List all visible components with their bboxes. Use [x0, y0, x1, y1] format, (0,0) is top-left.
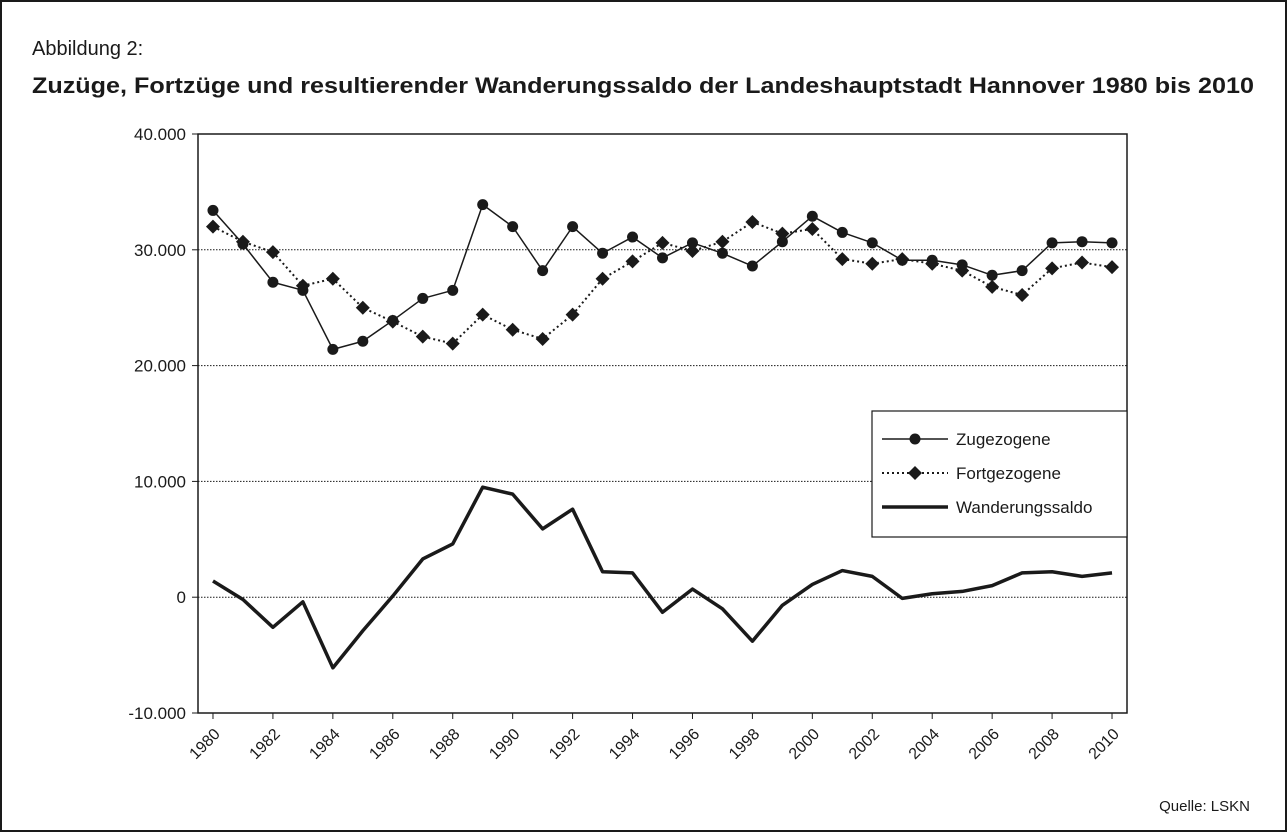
- x-tick-label: 1992: [546, 726, 583, 763]
- point: [806, 210, 818, 222]
- x-tick-label: 1982: [247, 726, 284, 763]
- x-tick-label: 1980: [187, 726, 224, 763]
- point: [567, 221, 579, 233]
- legend-marker: [909, 433, 921, 445]
- point: [865, 256, 880, 271]
- point: [1045, 261, 1060, 276]
- legend-marker: [908, 466, 922, 480]
- point: [925, 256, 940, 271]
- source: Quelle: LSKN: [1159, 798, 1250, 815]
- point: [745, 215, 760, 230]
- point: [625, 254, 640, 269]
- legend-label: Wanderungssaldo: [956, 498, 1092, 517]
- point: [1105, 260, 1120, 275]
- point: [595, 271, 610, 286]
- point: [955, 263, 970, 278]
- point: [686, 237, 698, 249]
- point: [805, 221, 820, 236]
- point: [327, 343, 339, 355]
- y-tick-label: 0: [177, 588, 186, 607]
- point: [205, 219, 220, 234]
- point: [385, 314, 400, 329]
- point: [627, 231, 639, 243]
- x-tick-label: 2004: [906, 726, 943, 763]
- point: [1076, 236, 1088, 248]
- point: [565, 307, 580, 322]
- point: [986, 269, 998, 281]
- point: [1016, 265, 1028, 277]
- point: [1106, 237, 1118, 249]
- x-tick-label: 2000: [786, 726, 823, 763]
- x-tick-label: 1994: [606, 726, 643, 763]
- point: [655, 235, 670, 250]
- point: [836, 226, 848, 238]
- x-tick-label: 1990: [486, 726, 523, 763]
- y-tick-label: -10.000: [128, 704, 186, 723]
- legend-label: Zugezogene: [956, 430, 1051, 449]
- x-tick-label: 2006: [966, 726, 1003, 763]
- point: [716, 247, 728, 259]
- point: [477, 199, 489, 211]
- point: [325, 271, 340, 286]
- point: [746, 260, 758, 272]
- point: [835, 252, 850, 267]
- point: [776, 236, 788, 248]
- point: [357, 335, 369, 347]
- y-tick-label: 30.000: [134, 241, 186, 260]
- x-tick-label: 1998: [726, 726, 763, 763]
- chart-title: Zuzüge, Fortzüge und resultierender Wand…: [32, 73, 1254, 98]
- line: [212, 485, 1113, 670]
- point: [355, 300, 370, 315]
- y-tick-label: 40.000: [134, 125, 186, 144]
- point: [985, 279, 1000, 294]
- point: [775, 226, 790, 241]
- point: [657, 252, 668, 264]
- point: [507, 221, 519, 233]
- x-tick-label: 2010: [1086, 726, 1123, 763]
- point: [685, 243, 700, 258]
- point: [895, 252, 910, 267]
- point: [505, 322, 520, 337]
- line: [212, 203, 1113, 351]
- y-tick-label: 20.000: [134, 357, 186, 376]
- point: [447, 284, 459, 296]
- x-tick-label: 2008: [1026, 726, 1063, 763]
- point: [715, 234, 730, 249]
- x-tick-label: 1986: [366, 726, 403, 763]
- point: [475, 307, 490, 322]
- point: [417, 292, 429, 304]
- point: [415, 329, 430, 344]
- x-tick-label: 2002: [846, 726, 883, 763]
- point: [1075, 255, 1090, 270]
- point: [207, 204, 219, 216]
- x-tick-label: 1984: [306, 726, 343, 763]
- legend-label: Fortgezogene: [956, 464, 1061, 483]
- point: [1046, 237, 1058, 249]
- x-tick-label: 1988: [426, 726, 463, 763]
- point: [866, 237, 878, 249]
- point: [295, 278, 310, 293]
- x-tick-label: 1996: [666, 726, 703, 763]
- point: [265, 245, 280, 260]
- point: [535, 331, 550, 346]
- point: [267, 276, 279, 288]
- point: [1015, 287, 1030, 302]
- point: [445, 336, 460, 351]
- point: [537, 265, 549, 277]
- point: [235, 234, 250, 249]
- y-tick-label: 10.000: [134, 472, 186, 491]
- figure-label: Abbildung 2:: [32, 38, 143, 60]
- point: [597, 247, 609, 259]
